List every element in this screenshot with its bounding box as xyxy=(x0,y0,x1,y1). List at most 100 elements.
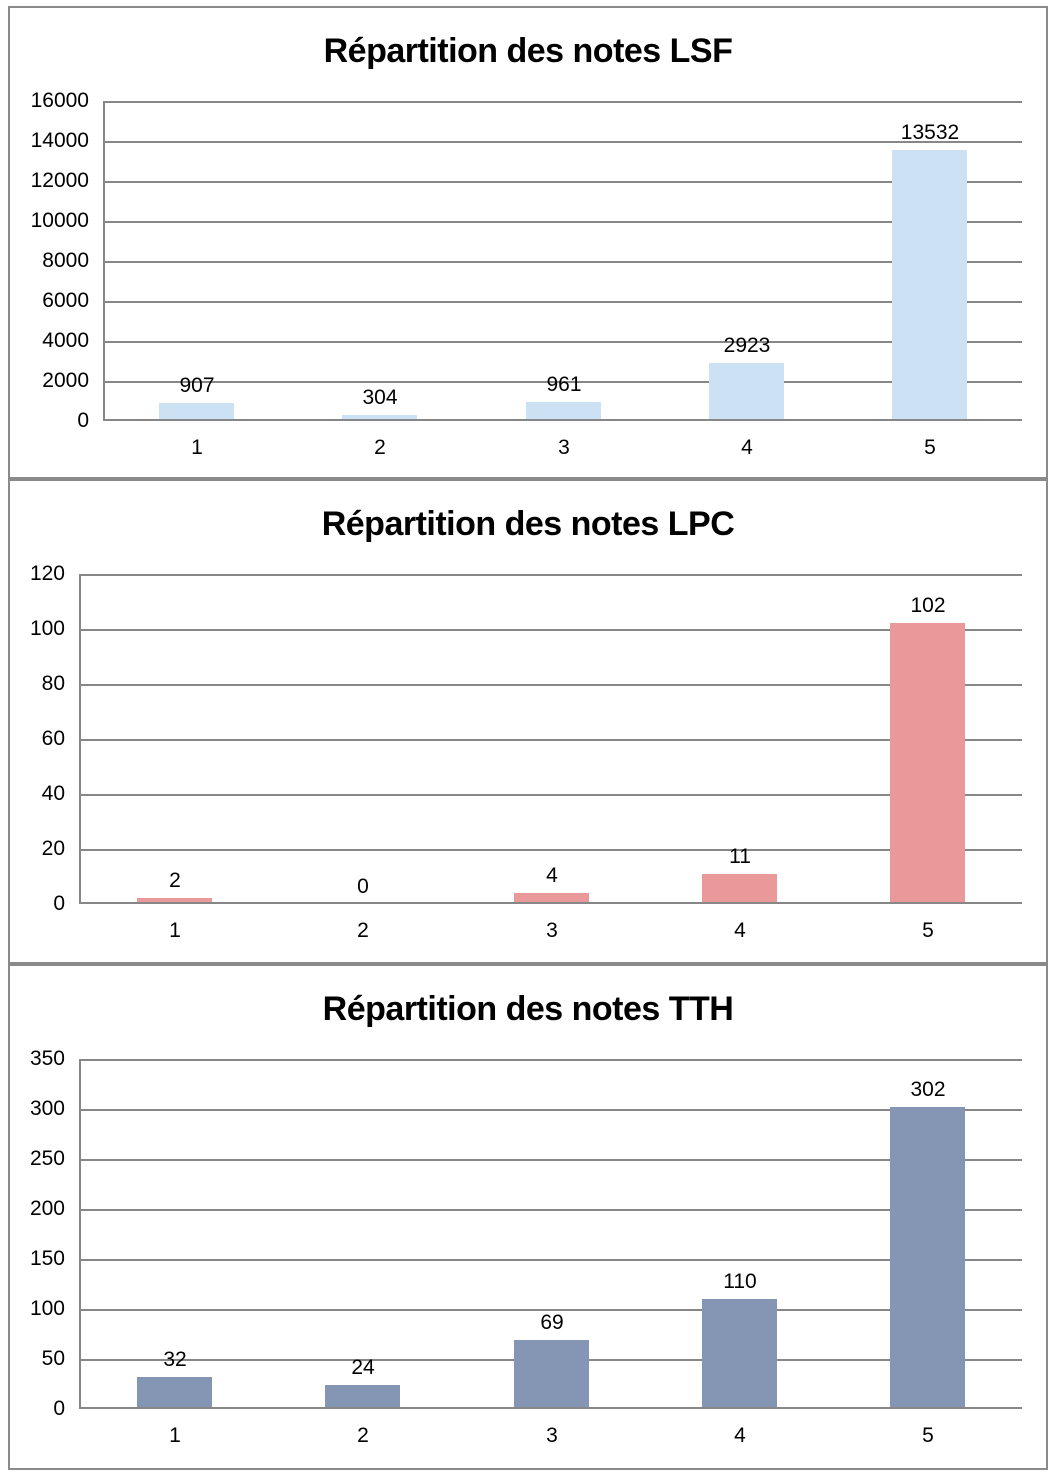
y-axis-tick-label: 80 xyxy=(41,672,65,695)
y-axis-tick-label: 16000 xyxy=(30,89,89,112)
y-gridline xyxy=(81,684,1022,686)
y-axis-tick-label: 300 xyxy=(29,1097,65,1120)
chart-title-lsf: Répartition des notes LSF xyxy=(323,32,733,70)
y-axis-tick-label: 0 xyxy=(53,1397,65,1420)
y-axis-tick-label: 10000 xyxy=(30,209,89,232)
bar-value-label: 102 xyxy=(910,594,946,617)
x-axis-tick-label: 2 xyxy=(357,919,369,942)
chart-area-lsf: 907 1 304 2 961 3 2923 4 13532 5 16000 14000 12000 10… xyxy=(10,89,1046,477)
bar-category-4 xyxy=(702,1299,777,1409)
y-axis-tick-label: 200 xyxy=(29,1197,65,1220)
plot-area: 32 1 24 2 69 3 110 4 302 5 xyxy=(79,1059,1022,1447)
bar-value-label: 13532 xyxy=(900,121,960,144)
bar-value-label: 69 xyxy=(540,1311,564,1334)
x-axis-tick-label: 4 xyxy=(734,919,746,942)
y-axis-tick-label: 6000 xyxy=(42,289,89,312)
y-gridline xyxy=(81,1109,1022,1111)
y-axis-tick-label: 4000 xyxy=(42,329,89,352)
bar-category-4 xyxy=(702,874,777,904)
x-axis-tick-label: 2 xyxy=(374,436,386,459)
y-axis-tick-label: 8000 xyxy=(42,249,89,272)
y-gridline xyxy=(105,341,1022,343)
bar-value-label: 302 xyxy=(910,1078,946,1101)
bar-value-label: 907 xyxy=(179,374,215,397)
bar-category-2 xyxy=(325,1385,400,1409)
chart-panel-tth: Répartition des notes TTH 32 1 24 2 69 3 110 4 3… xyxy=(8,964,1048,1470)
x-axis-line xyxy=(105,419,1022,421)
y-gridline xyxy=(81,1309,1022,1311)
chart-title-tth: Répartition des notes TTH xyxy=(322,990,734,1028)
x-axis-tick-label: 5 xyxy=(922,1424,934,1447)
x-axis-tick-label: 1 xyxy=(191,436,203,459)
bar-value-label: 304 xyxy=(362,386,398,409)
bar-value-label: 0 xyxy=(357,875,369,898)
y-gridline xyxy=(81,1209,1022,1211)
y-axis-tick-label: 150 xyxy=(29,1247,65,1270)
bar-category-3 xyxy=(514,893,589,904)
chart-title-lpc: Répartition des notes LPC xyxy=(321,505,735,543)
plot-area: 2 1 0 2 4 3 11 4 102 5 xyxy=(79,574,1022,942)
bar-value-label: 2923 xyxy=(723,334,771,357)
y-gridline xyxy=(105,141,1022,143)
y-gridline xyxy=(105,381,1022,383)
y-axis-tick-label: 50 xyxy=(41,1347,65,1370)
y-gridline xyxy=(105,301,1022,303)
x-axis-line xyxy=(81,902,1022,904)
bar-category-2 xyxy=(342,415,417,421)
y-gridline xyxy=(81,1259,1022,1261)
y-axis-tick-label: 2000 xyxy=(42,369,89,392)
y-gridline xyxy=(81,574,1022,576)
y-gridline xyxy=(105,181,1022,183)
charts-page: Répartition des notes LSF 907 1 304 2 961 3 29… xyxy=(8,6,1048,1470)
y-gridline xyxy=(81,629,1022,631)
y-gridline xyxy=(81,849,1022,851)
y-axis-tick-label: 20 xyxy=(41,837,65,860)
y-axis-tick-label: 120 xyxy=(29,562,65,585)
y-axis-tick-label: 100 xyxy=(29,1297,65,1320)
bar-category-5 xyxy=(890,623,965,904)
x-axis-tick-label: 3 xyxy=(546,1424,558,1447)
y-axis-tick-label: 12000 xyxy=(30,169,89,192)
y-axis-tick-label: 350 xyxy=(29,1047,65,1070)
x-axis-tick-label: 5 xyxy=(922,919,934,942)
y-axis-tick-label: 250 xyxy=(29,1147,65,1170)
y-gridline xyxy=(105,261,1022,263)
bar-category-1 xyxy=(137,898,212,904)
bar-value-label: 110 xyxy=(723,1270,757,1293)
x-axis-tick-label: 2 xyxy=(357,1424,369,1447)
y-axis-tick-label: 0 xyxy=(77,409,89,432)
chart-panel-lpc: Répartition des notes LPC 2 1 0 2 4 3 11 4 102 5 1… xyxy=(8,479,1048,964)
y-axis-tick-label: 40 xyxy=(41,782,65,805)
bar-value-label: 961 xyxy=(546,373,582,396)
x-axis-tick-label: 4 xyxy=(741,436,753,459)
y-axis-tick-label: 14000 xyxy=(30,129,89,152)
bar-value-label: 11 xyxy=(729,845,751,868)
bar-category-4 xyxy=(709,363,784,421)
bar-value-label: 4 xyxy=(546,864,558,887)
y-axis-tick-label: 0 xyxy=(53,892,65,915)
chart-area-tth: 32 1 24 2 69 3 110 4 302 5 350 300 250 200 150 100 50 0 xyxy=(10,1047,1046,1465)
x-axis-tick-label: 3 xyxy=(558,436,570,459)
y-gridline xyxy=(81,794,1022,796)
bar-category-3 xyxy=(514,1340,589,1409)
plot-area: 907 1 304 2 961 3 2923 4 13532 5 xyxy=(103,101,1022,459)
x-axis-tick-label: 1 xyxy=(169,1424,181,1447)
x-axis-tick-label: 5 xyxy=(924,436,936,459)
bar-category-1 xyxy=(159,403,234,421)
bar-category-5 xyxy=(892,150,967,421)
y-gridline xyxy=(105,221,1022,223)
bar-value-label: 32 xyxy=(163,1348,187,1371)
y-gridline xyxy=(81,1059,1022,1061)
bar-value-label: 24 xyxy=(351,1356,375,1379)
bar-category-5 xyxy=(890,1107,965,1409)
bar-category-3 xyxy=(526,402,601,421)
y-gridline xyxy=(105,101,1022,103)
chart-area-lpc: 2 1 0 2 4 3 11 4 102 5 120 100 80 60 40 20 0 xyxy=(10,562,1046,960)
y-gridline xyxy=(81,739,1022,741)
x-axis-tick-label: 1 xyxy=(169,919,181,942)
chart-panel-lsf: Répartition des notes LSF 907 1 304 2 961 3 29… xyxy=(8,6,1048,479)
y-axis-tick-label: 100 xyxy=(29,617,65,640)
y-axis-tick-label: 60 xyxy=(41,727,65,750)
x-axis-line xyxy=(81,1407,1022,1409)
bar-value-label: 2 xyxy=(169,869,181,892)
